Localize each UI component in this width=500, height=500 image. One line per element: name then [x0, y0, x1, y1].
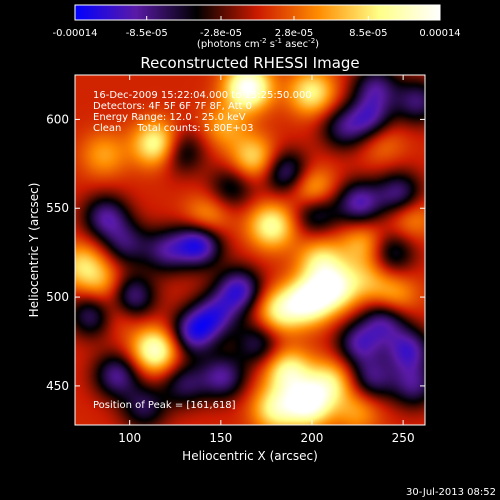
plot-frame — [74, 74, 426, 426]
colorbar-tick-label: 8.5e-05 — [349, 28, 387, 39]
annotation-clean-counts: Clean Total counts: 5.80E+03 — [93, 123, 253, 134]
colorbar — [74, 4, 441, 21]
x-tick-label: 150 — [209, 431, 232, 445]
x-tick-label: 100 — [118, 431, 141, 445]
y-axis-label: Heliocentric Y (arcsec) — [27, 183, 41, 318]
colorbar-ticks: -0.00014 -8.5e-05 -2.8e-05 2.8e-05 8.5e-05 0.… — [53, 16, 461, 39]
x-axis-label: Heliocentric X (arcsec) — [182, 449, 318, 463]
peak-position-label: Position of Peak = [161,618] — [93, 400, 236, 411]
y-tick-label: 500 — [46, 290, 69, 304]
x-tick-label: 250 — [392, 431, 415, 445]
colorbar-tick-label: 2.8e-05 — [275, 28, 313, 39]
y-tick-label: 550 — [46, 201, 69, 215]
y-tick-label: 600 — [46, 112, 69, 126]
heatmap-image — [75, 75, 425, 425]
footer-date: 30-Jul-2013 08:52 — [406, 487, 496, 498]
x-tick-label: 200 — [301, 431, 324, 445]
colorbar-tick-label: 0.00014 — [419, 28, 460, 39]
annotation-energy-range: Energy Range: 12.0 - 25.0 keV — [93, 112, 246, 123]
colorbar-tick-label: -2.8e-05 — [200, 28, 242, 39]
colorbar-tick-label: -8.5e-05 — [126, 28, 168, 39]
y-tick-label: 450 — [46, 379, 69, 393]
chart-title: Reconstructed RHESSI Image — [140, 54, 359, 72]
x-axis-ticks: 100 150 200 250 — [118, 75, 415, 445]
colorbar-unit-label: (photons cm-2 s-1 asec-2) — [197, 37, 319, 50]
colorbar-tick-label: -0.00014 — [53, 28, 98, 39]
annotation-detectors: Detectors: 4F 5F 6F 7F 8F, Att 0 — [93, 101, 252, 112]
annotation-time-range: 16-Dec-2009 15:22:04.000 to 15:25:50.000 — [93, 90, 312, 101]
y-axis-ticks: 450 500 550 600 — [46, 112, 425, 393]
